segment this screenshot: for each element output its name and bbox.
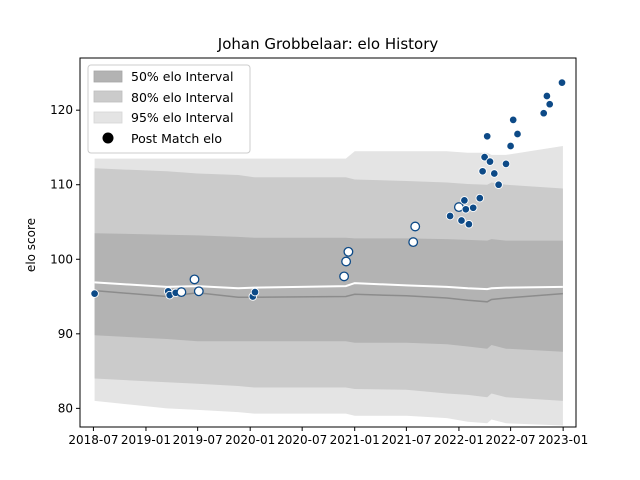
plot-frame (79, 57, 577, 428)
y-axis-label: elo score (24, 218, 38, 272)
x-tick-label: 2022-01 (434, 433, 484, 447)
x-tick-label: 2020-07 (277, 433, 327, 447)
x-tick-label: 2020-01 (225, 433, 275, 447)
data-point (461, 205, 471, 214)
data-point (506, 141, 515, 151)
y-tick-label: 80 (58, 401, 73, 415)
data-point (341, 256, 352, 267)
data-point (475, 193, 485, 203)
data-point (482, 132, 492, 141)
legend-swatch-50 (93, 70, 123, 83)
band-50 (94, 233, 563, 352)
x-tick-label: 2021-07 (381, 433, 431, 447)
data-point (176, 287, 187, 298)
legend-label-95: 95% elo Interval (131, 110, 233, 125)
x-tick-label: 2023-01 (538, 433, 588, 447)
interval-bands (94, 146, 563, 426)
legend-frame (87, 64, 251, 154)
data-point (478, 167, 487, 176)
legend-label-80: 80% elo Interval (131, 90, 233, 105)
data-point (508, 115, 518, 125)
chart-title: Johan Grobbelaar: elo History (217, 35, 439, 53)
plot-area (79, 57, 577, 428)
x-tick-label: 2019-07 (173, 433, 223, 447)
legend-swatch-80 (93, 90, 123, 103)
x-axis-ticks: 2018-07 2019-01 2019-07 2020-01 2020-07 2021-… (68, 427, 588, 447)
data-point (339, 271, 350, 282)
data-point (480, 152, 489, 162)
data-point (90, 289, 99, 298)
data-point (445, 211, 455, 221)
data-point (557, 78, 567, 87)
data-point (545, 99, 554, 109)
data-point (410, 221, 421, 232)
data-point (408, 237, 419, 248)
x-tick-label: 2022-07 (486, 433, 536, 447)
y-tick-label: 120 (50, 103, 73, 117)
data-point (485, 157, 495, 166)
data-point (343, 246, 354, 257)
data-point (189, 274, 200, 285)
x-tick-label: 2021-01 (330, 433, 380, 447)
mean-line (94, 281, 563, 291)
legend: 50% elo Interval 80% elo Interval 95% el… (87, 64, 251, 154)
legend-swatch-95 (93, 111, 123, 124)
y-axis-ticks: 80 90 100 110 120 (50, 103, 80, 415)
data-point (501, 159, 511, 169)
data-point (250, 287, 260, 297)
data-point (513, 129, 522, 139)
legend-label-post-match: Post Match elo (131, 131, 222, 146)
data-point (494, 180, 503, 189)
y-tick-label: 100 (50, 252, 73, 266)
median-line (94, 289, 563, 303)
data-point (539, 108, 548, 118)
data-point (464, 219, 474, 229)
y-tick-label: 90 (58, 327, 73, 341)
data-point (460, 196, 469, 205)
data-point (490, 169, 499, 178)
data-point (542, 91, 552, 101)
x-tick-label: 2018-07 (68, 433, 118, 447)
data-point (468, 203, 478, 213)
data-point (457, 216, 466, 225)
legend-label-50: 50% elo Interval (131, 69, 233, 84)
legend-marker-point (102, 132, 114, 144)
data-point (193, 286, 204, 297)
y-tick-label: 110 (50, 178, 73, 192)
post-match-points (90, 78, 567, 301)
x-tick-label: 2019-01 (121, 433, 171, 447)
interval-lines (94, 281, 563, 303)
